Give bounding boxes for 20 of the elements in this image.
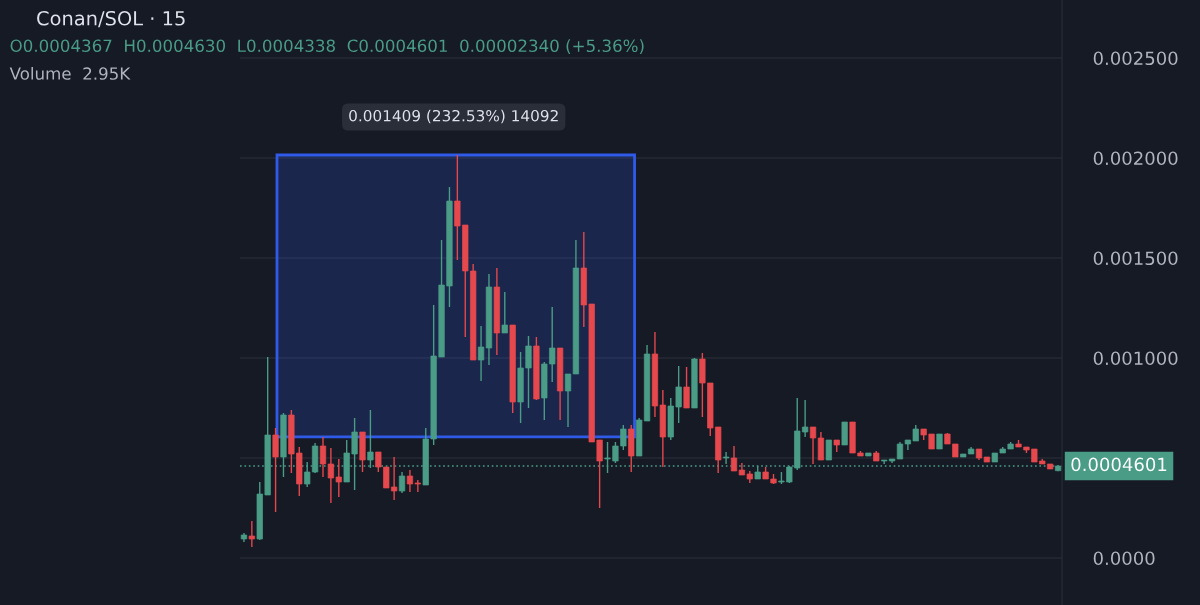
candlestick [817, 431, 825, 461]
candlestick [398, 471, 406, 494]
candlestick [501, 291, 508, 334]
candlestick [477, 325, 485, 382]
y-tick-label: 0.001500 [1093, 251, 1178, 266]
y-tick-label: 0.0000 [1093, 551, 1155, 566]
candlestick [841, 421, 848, 446]
chart-title: Conan/SOL · 15 [37, 10, 185, 28]
band-label: 0.001409 (232.53%) 14092 [349, 109, 558, 124]
y-tick-label: 0.002500 [1093, 51, 1178, 66]
y-tick-label: 0.001000 [1093, 351, 1178, 366]
candlestick [825, 439, 832, 461]
candlestick [809, 426, 817, 465]
candlestick [272, 427, 279, 513]
text: O0.0004367 H0.0004630 L0.0004338 C0.0004601 0.00002340 (+5.36%) [10, 39, 644, 54]
ref-line-label: 0.0004601 [1071, 457, 1167, 472]
y-tick-label: 0.002000 [1093, 151, 1178, 166]
text: Volume 2.95K [9, 66, 131, 80]
candlestick [683, 366, 690, 409]
candlestick [248, 520, 255, 548]
